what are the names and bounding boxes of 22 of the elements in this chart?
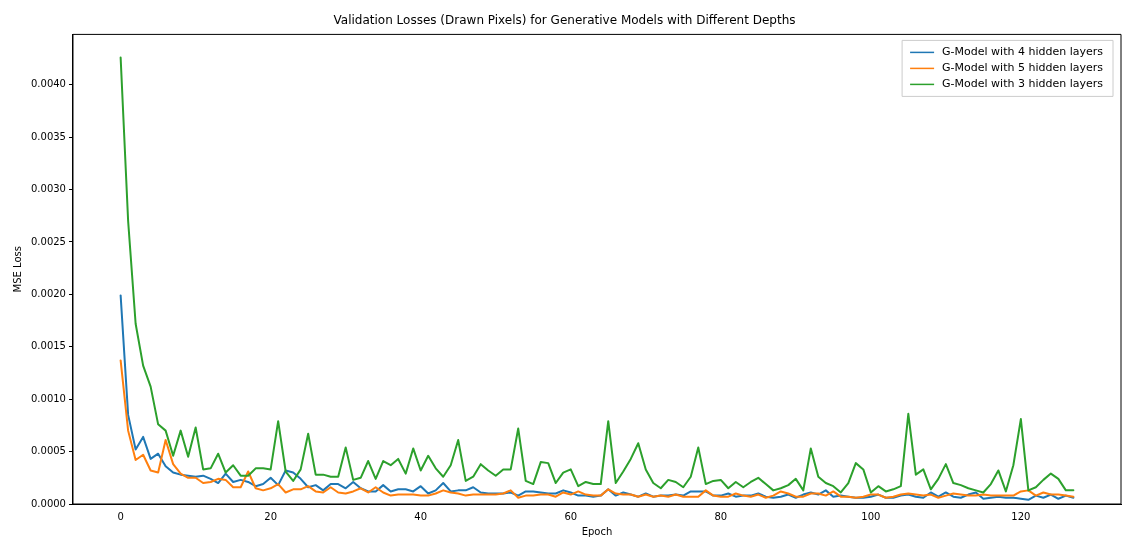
x-axis-title: Epoch [581, 525, 613, 537]
x-tick-label: 100 [861, 510, 881, 522]
legend-label: G-Model with 5 hidden layers [942, 61, 1104, 75]
y-tick-label: 0.0030 [30, 183, 66, 195]
chart-title: Validation Losses (Drawn Pixels) for Generative Models with Different Depths [333, 13, 796, 28]
y-tick-label: 0.0020 [30, 287, 66, 299]
x-tick-label: 40 [414, 510, 428, 522]
x-tick-label: 80 [714, 510, 728, 522]
y-tick-label: 0.0000 [30, 497, 66, 509]
x-tick-label: 20 [264, 510, 278, 522]
y-tick-label: 0.0035 [30, 130, 66, 142]
x-tick-label: 120 [1011, 510, 1031, 522]
y-tick-label: 0.0015 [30, 340, 66, 352]
x-tick-label: 0 [117, 510, 124, 522]
legend-label: G-Model with 4 hidden layers [942, 45, 1104, 59]
y-tick-label: 0.0025 [30, 235, 66, 247]
y-axis-title: MSE Loss [11, 246, 23, 293]
y-tick-label: 0.0005 [30, 445, 66, 457]
legend-label: G-Model with 3 hidden layers [942, 77, 1104, 91]
x-tick-label: 60 [564, 510, 578, 522]
y-tick-label: 0.0040 [30, 78, 66, 90]
y-tick-label: 0.0010 [30, 392, 66, 404]
